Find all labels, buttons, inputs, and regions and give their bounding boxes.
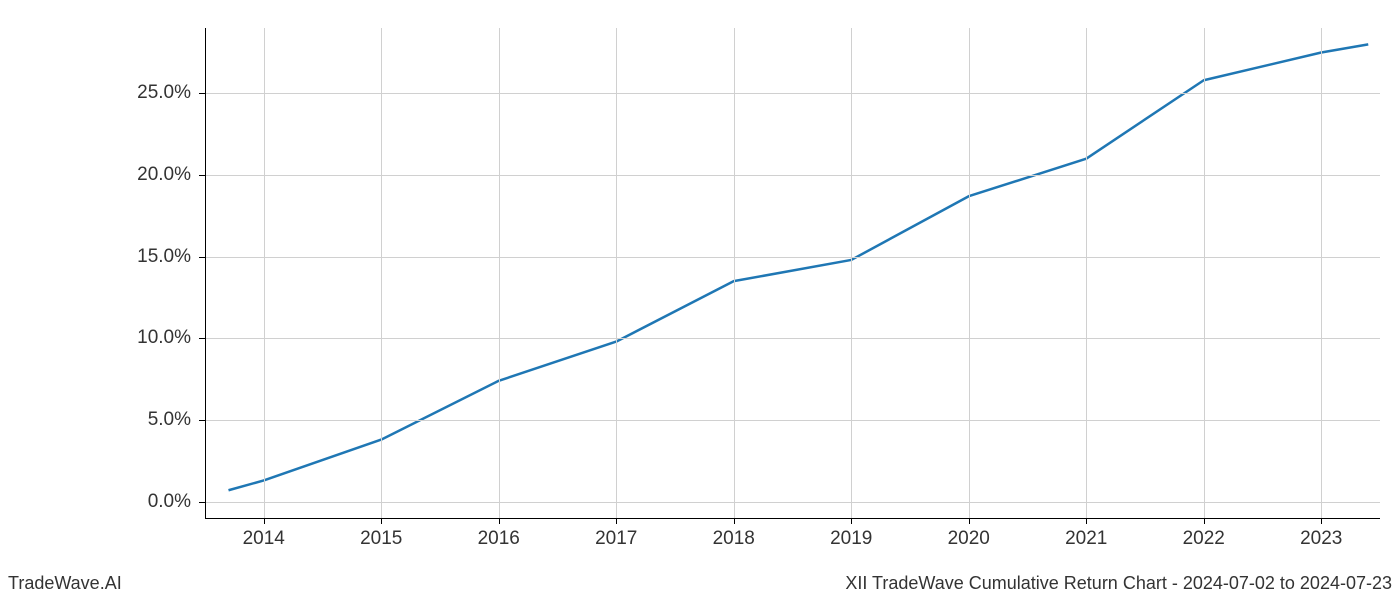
x-axis-line xyxy=(205,518,1380,519)
y-tick-label: 10.0% xyxy=(0,327,191,349)
grid-line-vertical xyxy=(616,28,617,518)
x-tick-label: 2018 xyxy=(713,528,755,550)
series-line xyxy=(229,44,1369,490)
footer-left-text: TradeWave.AI xyxy=(8,573,122,594)
chart-container: TradeWave.AI XII TradeWave Cumulative Re… xyxy=(0,0,1400,600)
grid-line-vertical xyxy=(1086,28,1087,518)
grid-line-vertical xyxy=(734,28,735,518)
grid-line-vertical xyxy=(264,28,265,518)
grid-line-vertical xyxy=(499,28,500,518)
x-tick-label: 2014 xyxy=(243,528,285,550)
grid-line-vertical xyxy=(969,28,970,518)
grid-line-vertical xyxy=(1321,28,1322,518)
y-tick-label: 15.0% xyxy=(0,246,191,268)
grid-line-horizontal xyxy=(205,93,1380,94)
x-tick-label: 2021 xyxy=(1065,528,1107,550)
x-tick-label: 2019 xyxy=(830,528,872,550)
x-tick-label: 2017 xyxy=(595,528,637,550)
y-tick-label: 20.0% xyxy=(0,164,191,186)
footer-right-text: XII TradeWave Cumulative Return Chart - … xyxy=(845,573,1392,594)
grid-line-vertical xyxy=(851,28,852,518)
grid-line-horizontal xyxy=(205,502,1380,503)
x-tick-label: 2020 xyxy=(948,528,990,550)
y-tick-label: 5.0% xyxy=(0,409,191,431)
grid-line-horizontal xyxy=(205,175,1380,176)
grid-line-vertical xyxy=(1204,28,1205,518)
y-tick-label: 25.0% xyxy=(0,82,191,104)
plot-area xyxy=(205,28,1380,518)
grid-line-horizontal xyxy=(205,420,1380,421)
grid-line-horizontal xyxy=(205,338,1380,339)
x-tick-label: 2015 xyxy=(360,528,402,550)
x-tick-label: 2023 xyxy=(1300,528,1342,550)
grid-line-horizontal xyxy=(205,257,1380,258)
y-tick-label: 0.0% xyxy=(0,491,191,513)
x-tick-label: 2016 xyxy=(478,528,520,550)
x-tick-label: 2022 xyxy=(1183,528,1225,550)
y-axis-line xyxy=(205,28,206,518)
grid-line-vertical xyxy=(381,28,382,518)
